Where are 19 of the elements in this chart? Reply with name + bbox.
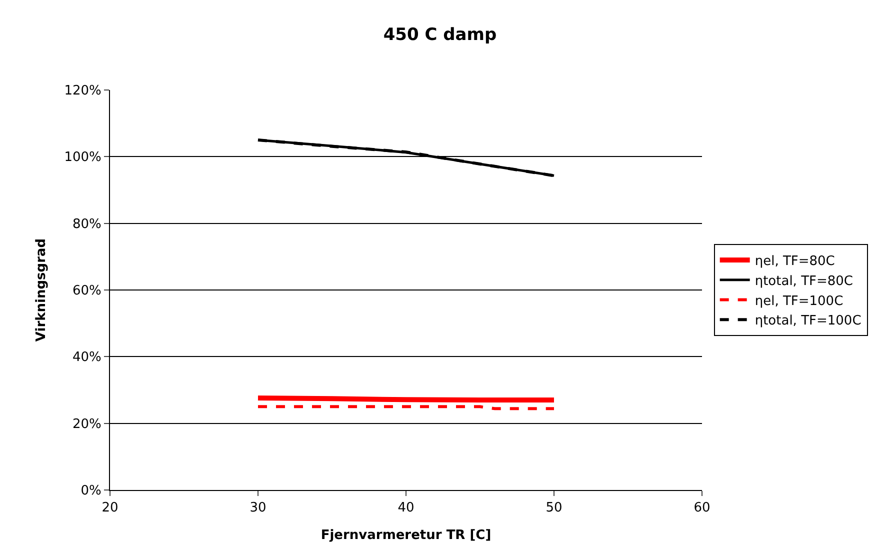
x-tick-label: 30 <box>250 500 266 516</box>
x-axis-title: Fjernvarmeretur TR [C] <box>320 528 492 544</box>
x-tick-label: 40 <box>398 500 414 516</box>
x-tick-label: 20 <box>102 500 118 516</box>
y-axis-title: Virkningsgrad <box>34 238 50 342</box>
x-tick-label: 50 <box>546 500 562 516</box>
y-tick-label: 0% <box>80 484 102 499</box>
y-tick-label: 80% <box>72 216 102 232</box>
y-tick-label: 120% <box>64 84 102 99</box>
legend-label: ηel, TF=100C <box>754 294 844 309</box>
y-tick-label: 40% <box>72 350 102 366</box>
chart-title: 450 C damp <box>383 24 497 45</box>
legend-label: ηtotal, TF=80C <box>754 274 854 289</box>
x-tick-label: 60 <box>694 500 710 516</box>
y-tick-label: 100% <box>64 150 102 166</box>
y-tick-label: 20% <box>72 416 102 432</box>
legend-label: ηtotal, TF=100C <box>754 314 862 329</box>
y-tick-label: 60% <box>72 284 102 299</box>
legend-label: ηel, TF=80C <box>754 254 835 270</box>
